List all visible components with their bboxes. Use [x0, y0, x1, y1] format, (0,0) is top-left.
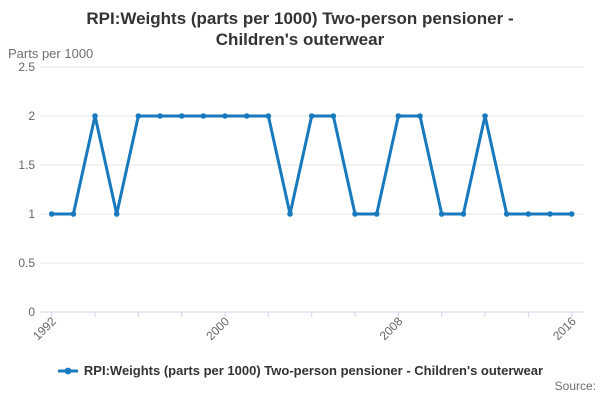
legend-item[interactable]: RPI:Weights (parts per 1000) Two-person …: [0, 363, 600, 378]
y-axis-tick-label: 2.5: [18, 60, 35, 74]
y-axis-tick-label: 2: [28, 109, 35, 123]
data-point-marker[interactable]: [525, 211, 532, 217]
data-point-marker[interactable]: [48, 211, 55, 217]
y-axis-unit-label: Parts per 1000: [8, 46, 94, 61]
data-point-marker[interactable]: [503, 211, 510, 217]
data-point-marker[interactable]: [178, 113, 185, 119]
data-point-marker[interactable]: [308, 113, 315, 119]
source-label: Source:: [554, 379, 596, 393]
data-point-marker[interactable]: [200, 113, 207, 119]
data-point-marker[interactable]: [395, 113, 402, 119]
data-point-marker[interactable]: [373, 211, 380, 217]
chart-title-line1: RPI:Weights (parts per 1000) Two-person …: [86, 9, 514, 28]
data-point-marker[interactable]: [113, 211, 120, 217]
data-point-marker[interactable]: [438, 211, 445, 217]
data-point-marker[interactable]: [352, 211, 358, 217]
data-point-marker[interactable]: [417, 113, 423, 119]
y-axis-tick-label: 1: [28, 207, 35, 221]
data-point-marker[interactable]: [70, 211, 77, 217]
y-axis-tick-label: 1.5: [18, 158, 35, 172]
data-point-marker[interactable]: [243, 113, 250, 119]
x-axis-tick-label: 2000: [203, 314, 232, 343]
data-point-marker[interactable]: [157, 113, 163, 119]
data-point-marker[interactable]: [92, 113, 98, 119]
data-point-marker[interactable]: [330, 113, 337, 119]
data-point-marker[interactable]: [265, 113, 272, 119]
x-axis-tick-label: 2016: [550, 314, 579, 343]
chart-title: RPI:Weights (parts per 1000) Two-person …: [0, 8, 600, 50]
data-point-marker[interactable]: [222, 113, 228, 119]
data-point-marker[interactable]: [287, 211, 293, 217]
data-point-marker[interactable]: [482, 113, 488, 119]
data-point-marker[interactable]: [547, 211, 553, 217]
legend-line-marker: [57, 367, 78, 374]
x-axis-tick-label: 2008: [377, 314, 406, 343]
data-point-marker[interactable]: [568, 211, 575, 217]
data-point-marker[interactable]: [460, 211, 467, 217]
y-axis-tick-label: 0: [28, 305, 35, 319]
data-point-marker[interactable]: [135, 113, 142, 119]
y-axis-tick-label: 0.5: [18, 256, 35, 270]
legend-label: RPI:Weights (parts per 1000) Two-person …: [83, 363, 544, 378]
chart-title-line2: Children's outerwear: [215, 30, 385, 49]
